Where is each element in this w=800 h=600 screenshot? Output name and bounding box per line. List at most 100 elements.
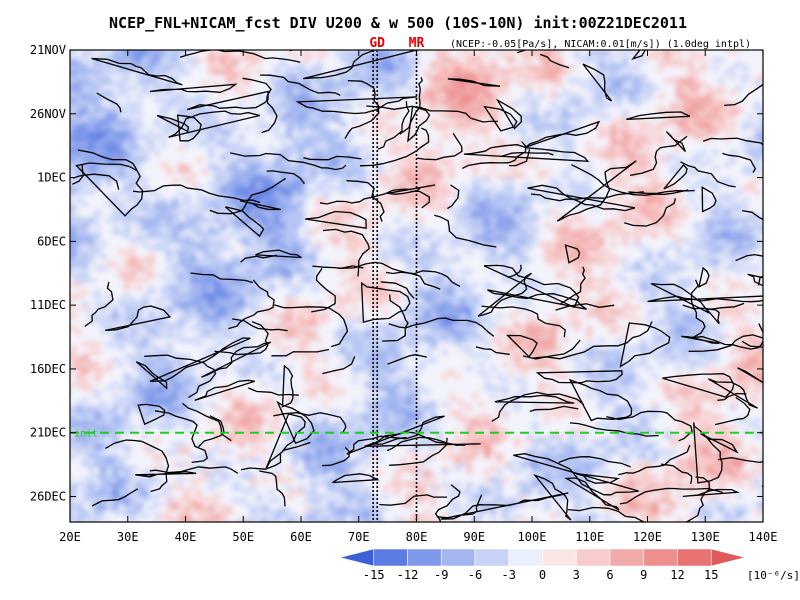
field-cell <box>616 74 623 79</box>
field-cell <box>214 266 221 271</box>
field-cell <box>736 338 743 343</box>
field-cell <box>478 74 485 79</box>
field-cell <box>286 346 293 351</box>
field-cell <box>238 134 245 139</box>
field-cell <box>310 170 317 175</box>
field-cell <box>634 238 641 243</box>
field-cell <box>556 214 563 219</box>
field-cell <box>130 218 137 223</box>
field-cell <box>502 250 509 255</box>
field-cell <box>556 74 563 79</box>
field-cell <box>706 98 713 103</box>
field-cell <box>730 182 737 187</box>
field-cell <box>640 78 647 83</box>
field-cell <box>244 274 251 279</box>
field-cell <box>322 138 329 143</box>
field-cell <box>418 322 425 327</box>
field-cell <box>310 102 317 107</box>
field-cell <box>286 122 293 127</box>
field-cell <box>232 334 239 339</box>
field-cell <box>760 170 763 175</box>
field-cell <box>124 54 131 59</box>
field-cell <box>730 122 737 127</box>
field-cell <box>442 190 449 195</box>
field-cell <box>250 258 257 263</box>
field-cell <box>466 306 473 311</box>
field-cell <box>526 258 533 263</box>
field-cell <box>352 74 359 79</box>
field-cell <box>634 318 641 323</box>
field-cell <box>526 206 533 211</box>
field-cell <box>370 342 377 347</box>
field-cell <box>682 214 689 219</box>
field-cell <box>94 154 101 159</box>
field-cell <box>388 58 395 63</box>
field-cell <box>76 66 83 71</box>
field-cell <box>454 94 461 99</box>
field-cell <box>382 294 389 299</box>
field-cell <box>610 70 617 75</box>
field-cell <box>478 322 485 327</box>
field-cell <box>238 354 245 359</box>
field-cell <box>232 178 239 183</box>
field-cell <box>358 186 365 191</box>
field-cell <box>250 170 257 175</box>
field-cell <box>274 270 281 275</box>
field-cell <box>142 178 149 183</box>
field-cell <box>376 74 383 79</box>
field-cell <box>358 202 365 207</box>
field-cell <box>124 314 131 319</box>
field-cell <box>250 270 257 275</box>
field-cell <box>154 334 161 339</box>
field-cell <box>736 110 743 115</box>
field-cell <box>298 338 305 343</box>
field-cell <box>712 242 719 247</box>
field-cell <box>124 230 131 235</box>
field-cell <box>70 82 77 87</box>
field-cell <box>70 282 77 287</box>
field-cell <box>220 242 227 247</box>
field-cell <box>664 314 671 319</box>
field-cell <box>532 122 539 127</box>
field-cell <box>574 162 581 167</box>
field-cell <box>238 258 245 263</box>
field-cell <box>466 294 473 299</box>
field-cell <box>574 102 581 107</box>
field-cell <box>718 322 725 327</box>
field-cell <box>550 262 557 267</box>
field-cell <box>274 242 281 247</box>
field-cell <box>496 234 503 239</box>
field-cell <box>676 106 683 111</box>
field-cell <box>292 194 299 199</box>
field-cell <box>454 98 461 103</box>
field-cell <box>418 258 425 263</box>
field-cell <box>382 262 389 267</box>
field-cell <box>88 218 95 223</box>
field-cell <box>196 234 203 239</box>
field-cell <box>328 186 335 191</box>
field-cell <box>694 170 701 175</box>
field-cell <box>424 198 431 203</box>
field-cell <box>310 190 317 195</box>
field-cell <box>652 190 659 195</box>
field-cell <box>598 126 605 131</box>
field-cell <box>478 94 485 99</box>
field-cell <box>478 66 485 71</box>
field-cell <box>346 334 353 339</box>
field-cell <box>166 90 173 95</box>
field-cell <box>652 234 659 239</box>
field-cell <box>466 122 473 127</box>
field-cell <box>304 114 311 119</box>
field-cell <box>124 278 131 283</box>
field-cell <box>352 278 359 283</box>
field-cell <box>304 194 311 199</box>
field-cell <box>376 82 383 87</box>
field-cell <box>112 214 119 219</box>
field-cell <box>382 182 389 187</box>
field-cell <box>454 342 461 347</box>
field-cell <box>124 94 131 99</box>
field-cell <box>610 198 617 203</box>
field-cell <box>76 250 83 255</box>
field-cell <box>466 226 473 231</box>
field-cell <box>646 210 653 215</box>
